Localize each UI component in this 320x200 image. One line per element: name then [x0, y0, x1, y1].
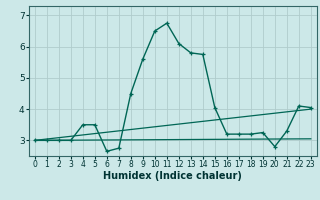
X-axis label: Humidex (Indice chaleur): Humidex (Indice chaleur)	[103, 171, 242, 181]
